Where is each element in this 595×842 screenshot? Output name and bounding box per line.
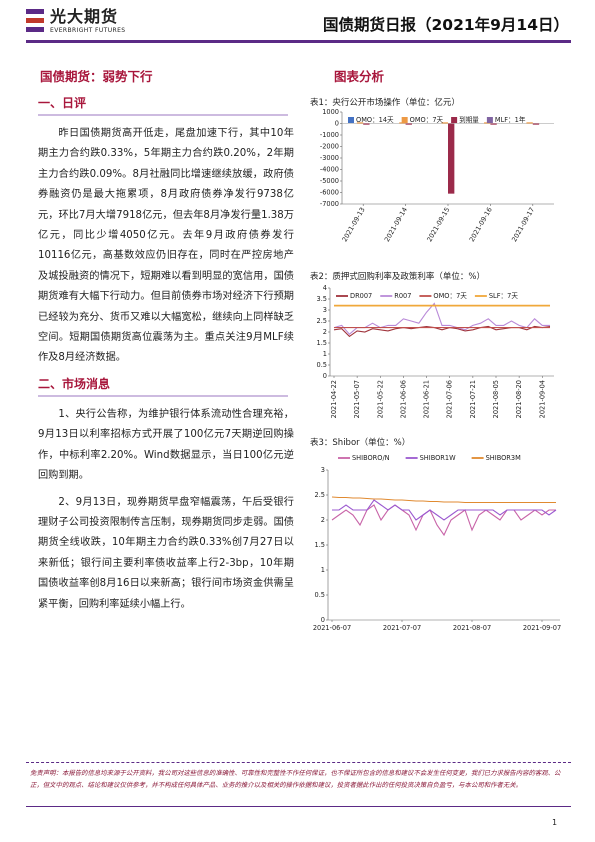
- bar: [448, 123, 455, 194]
- logo-cn: 光大期货: [50, 7, 119, 26]
- line: [331, 496, 556, 504]
- x-tick-label: 2021-04-22: [330, 380, 338, 418]
- y-tick-label: 1: [323, 350, 327, 358]
- legend-label: SHIBORO/N: [352, 454, 390, 462]
- x-tick-label: 2021-09-13: [341, 206, 367, 243]
- y-tick-label: 4: [323, 284, 327, 292]
- bar: [405, 123, 412, 125]
- x-tick-label: 2021-05-22: [376, 380, 384, 418]
- analysis-title: 图表分析: [334, 69, 385, 84]
- section-heading: 二、市场消息: [38, 375, 288, 397]
- bar: [490, 123, 497, 125]
- y-tick-label: 3: [321, 466, 325, 474]
- legend-label: DR007: [350, 292, 372, 300]
- paragraph: 昨日国债期货高开低走，尾盘加速下行，其中10年期主力合约跌0.33%，5年期主力…: [38, 128, 294, 364]
- x-tick-label: 2021-07-06: [446, 380, 454, 418]
- y-tick-label: -6000: [320, 189, 339, 197]
- x-tick-label: 2021-06-07: [313, 624, 351, 632]
- legend-swatch: [401, 117, 408, 123]
- y-tick-label: 2: [323, 328, 327, 336]
- y-tick-label: 1000: [322, 108, 339, 116]
- x-tick-label: 2021-09-16: [468, 206, 494, 243]
- x-tick-label: 2021-09-14: [383, 206, 409, 243]
- x-tick-label: 2021-05-07: [353, 380, 361, 418]
- page-number: 1: [552, 818, 558, 827]
- y-tick-label: 0: [323, 372, 327, 380]
- y-tick-label: -4000: [320, 166, 339, 174]
- y-tick-label: 1.5: [317, 339, 328, 347]
- bar: [441, 122, 448, 124]
- y-tick-label: 3.5: [317, 295, 328, 303]
- y-tick-label: 2.5: [317, 317, 328, 325]
- article-title: 国债期货：弱势下行: [40, 69, 153, 84]
- bar: [363, 123, 370, 125]
- x-tick-label: 2021-08-07: [453, 624, 491, 632]
- y-tick-label: -2000: [320, 143, 339, 151]
- paragraph: 1、央行公告称，为维护银行体系流动性合理充裕，9月13日以利率招标方式开展了10…: [38, 408, 294, 482]
- logo-en: EVERBRIGHT FUTURES: [50, 27, 126, 34]
- y-tick-label: 0.5: [317, 361, 328, 369]
- y-tick-label: 0: [321, 616, 325, 624]
- legend-label: OMO：7天: [410, 116, 444, 124]
- y-tick-label: -7000: [320, 200, 339, 208]
- footer-rule: [26, 762, 571, 763]
- x-tick-label: 2021-08-05: [492, 380, 500, 418]
- y-tick-label: 3: [323, 306, 327, 314]
- logo: 光大期货 EVERBRIGHT FUTURES: [50, 8, 126, 35]
- bar: [532, 123, 540, 125]
- legend-swatch: [486, 117, 493, 123]
- logo-mark: [26, 9, 44, 32]
- y-tick-label: 1.5: [315, 541, 326, 549]
- line: [333, 302, 550, 335]
- y-tick-label: 2.5: [315, 491, 326, 499]
- footer-rule: [26, 806, 571, 807]
- chart: 0 0.5 1 1.5 2 2.5 3 2021-06-07 2021-07-07 2021-08…: [313, 454, 561, 632]
- x-tick-label: 2021-09-07: [523, 624, 561, 632]
- legend-label: OMO：7天: [433, 292, 467, 300]
- x-tick-label: 2021-07-07: [383, 624, 421, 632]
- x-tick-label: 2021-07-21: [469, 380, 477, 418]
- chart: 0 0.5 1 1.5 2 2.5 3 3.5 4 2021-04-22 2021-05-07 202…: [317, 284, 554, 418]
- y-tick-label: -5000: [320, 177, 339, 185]
- chart-title: 表1：央行公开市场操作（单位：亿元）: [310, 98, 460, 108]
- x-tick-label: 2021-09-15: [425, 206, 451, 243]
- legend-swatch: [348, 117, 354, 123]
- section-heading: 一、日评: [38, 94, 288, 116]
- x-tick-label: 2021-09-17: [510, 206, 536, 243]
- line: [331, 504, 556, 537]
- legend-label: MLF：1年: [495, 115, 526, 124]
- x-tick-label: 2021-09-04: [538, 380, 546, 418]
- y-tick-label: -1000: [320, 131, 339, 139]
- y-tick-label: -3000: [320, 154, 339, 162]
- x-tick-label: 2021-06-21: [423, 380, 431, 418]
- x-tick-label: 2021-06-06: [399, 380, 407, 418]
- y-tick-label: 2: [321, 516, 325, 524]
- legend-label: SLF：7天: [489, 292, 518, 300]
- legend-label: OMO：14天: [356, 116, 394, 124]
- legend-label: SHIBOR3M: [486, 454, 521, 462]
- paragraph: 2、9月13日，现券期货早盘窄幅震荡，午后受银行理财子公司投资限制传言压制，现券…: [38, 496, 294, 610]
- legend-label: R007: [394, 292, 411, 300]
- article-body: 一、日评 昨日国债期货高开低走，尾盘加速下行，其中10年期主力合约跌0.33%，…: [38, 94, 294, 615]
- x-tick-label: 2021-08-20: [515, 380, 523, 418]
- chart-title: 表2：质押式回购利率及政策利率（单位：%）: [310, 272, 485, 282]
- line: [332, 499, 557, 521]
- bar: [526, 122, 533, 124]
- doc-title: 国债期货日报（2021年9月14日）: [323, 16, 569, 34]
- legend-label: SHIBOR1W: [420, 454, 456, 462]
- y-tick-label: 1: [321, 566, 325, 574]
- bar: [356, 122, 364, 124]
- chart: -7000 -6000 -5000 -4000 -3000 -2000 -1000 0 1000…: [320, 108, 554, 243]
- legend-swatch: [451, 117, 458, 123]
- legend-label: 到期量: [459, 116, 479, 124]
- header-rule: [26, 40, 571, 43]
- y-tick-label: 0.5: [315, 591, 326, 599]
- y-tick-label: 0: [335, 120, 339, 128]
- disclaimer: 免责声明：本报告的信息均来源于公开资料，我公司对这些信息的准确性、可靠性和完整性…: [30, 769, 561, 790]
- chart-title: 表3：Shibor（单位：%）: [310, 438, 411, 448]
